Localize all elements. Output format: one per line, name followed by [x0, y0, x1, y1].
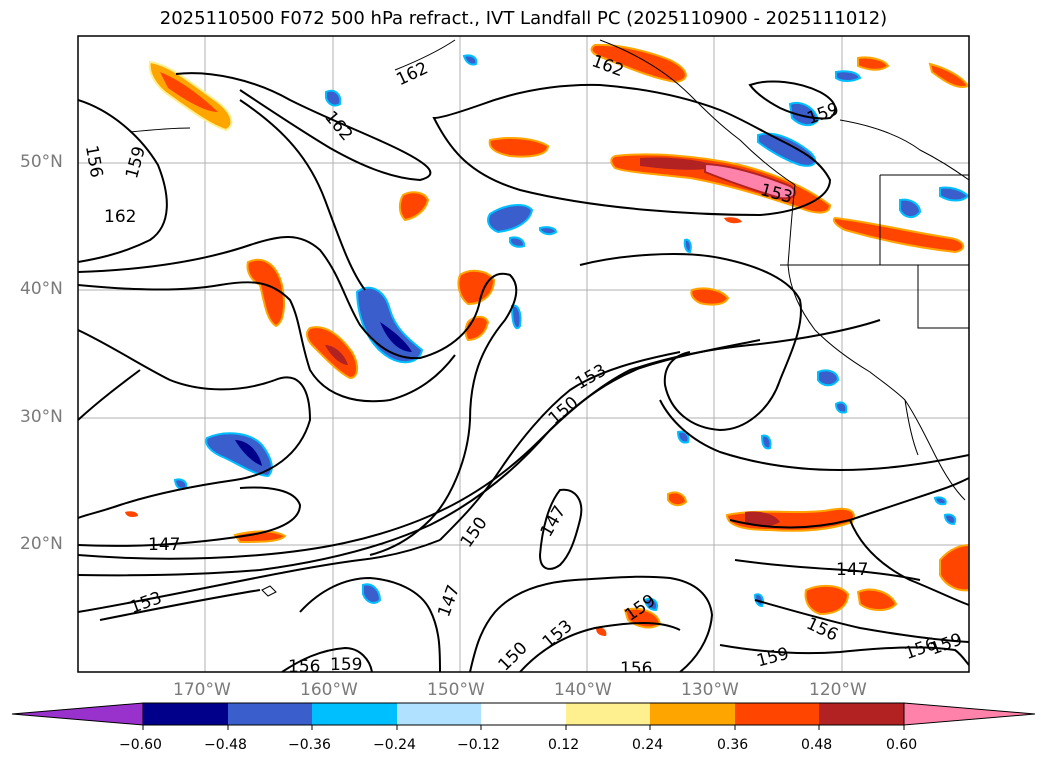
coastlines	[129, 39, 969, 597]
colorbar-swatch	[566, 703, 650, 725]
colorbar-tick-label: −0.12	[457, 737, 500, 753]
height-contours	[78, 72, 969, 672]
colorbar-swatch	[650, 703, 735, 725]
colorbar-swatch	[735, 703, 819, 725]
colorbar-tick-label: 0.60	[886, 737, 918, 753]
colorbar-tick-label: −0.36	[288, 737, 331, 753]
colorbar-tick-label: 0.48	[801, 737, 833, 753]
contour-label: 156	[288, 657, 320, 677]
colorbar-swatch	[819, 703, 904, 725]
colorbar	[11, 702, 1036, 730]
colorbar-swatch	[397, 703, 481, 725]
colorbar-swatch	[312, 703, 397, 725]
positive-anomaly-shading	[125, 43, 969, 636]
lat-label: 30°N	[20, 407, 63, 427]
colorbar-extend-low	[11, 702, 144, 726]
colorbar-frame	[142, 702, 905, 726]
colorbar-extend-high	[903, 702, 1036, 726]
lon-label: 170°W	[173, 680, 231, 700]
lat-label: 20°N	[20, 534, 63, 554]
colorbar-tick-label: 0.36	[717, 737, 749, 753]
map-title: 2025110500 F072 500 hPa refract., IVT La…	[159, 8, 888, 29]
lon-label: 120°W	[809, 680, 867, 700]
lon-label: 130°W	[681, 680, 739, 700]
negative-anomaly-shading	[173, 54, 969, 612]
contour-label: 156	[620, 659, 652, 679]
lon-label: 160°W	[300, 680, 358, 700]
lon-label: 150°W	[427, 680, 485, 700]
colorbar-swatch	[143, 703, 228, 725]
lon-label: 140°W	[554, 680, 612, 700]
contour-label: 162	[104, 207, 136, 227]
colorbar-swatch	[481, 703, 566, 725]
plot-frame	[77, 35, 970, 673]
contour-label: 147	[836, 560, 868, 580]
colorbar-swatch	[228, 703, 312, 725]
colorbar-tick-label: −0.60	[119, 737, 162, 753]
colorbar-tick-label: 0.24	[632, 737, 664, 753]
colorbar-tick-label: 0.12	[548, 737, 580, 753]
colorbar-tick-label: −0.24	[373, 737, 416, 753]
contour-label: 147	[148, 535, 180, 555]
lat-label: 50°N	[20, 152, 63, 172]
lat-label: 40°N	[20, 279, 63, 299]
contour-label: 159	[330, 655, 362, 675]
colorbar-tick-label: −0.48	[204, 737, 247, 753]
